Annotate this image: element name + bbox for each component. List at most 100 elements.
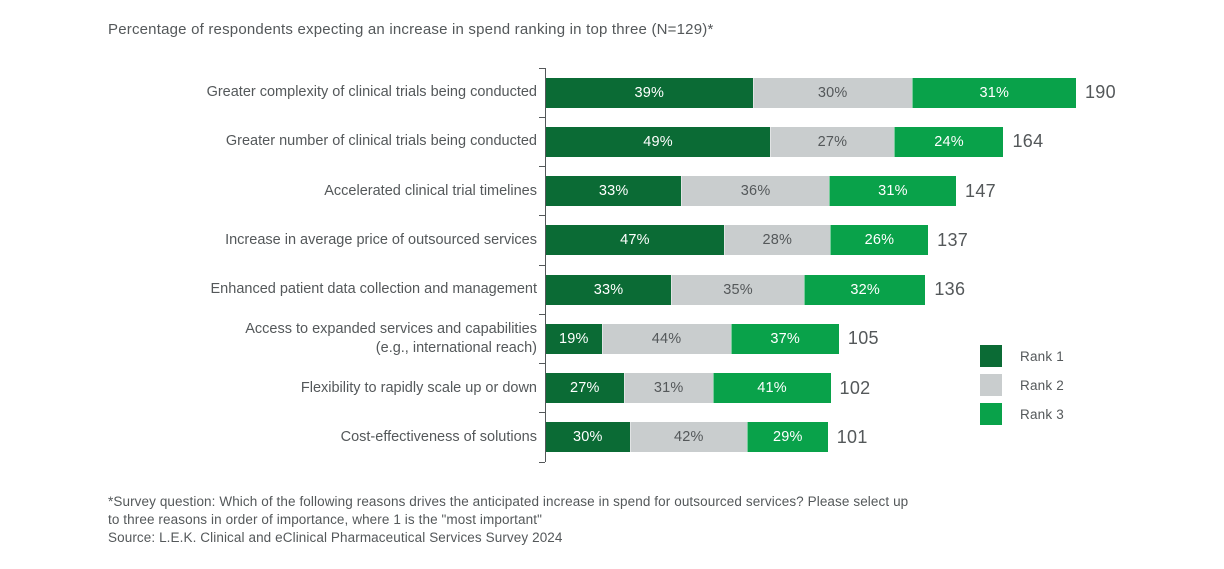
bar-segment-rank1: 47% xyxy=(546,225,724,256)
bar-segment-rank3: 32% xyxy=(803,274,926,305)
segment-value-label: 27% xyxy=(817,133,848,150)
category-label: Accelerated clinical trial timelines xyxy=(108,182,545,201)
category-label-line: Access to expanded services and capabili… xyxy=(245,320,537,337)
bar-segment-rank1: 30% xyxy=(546,422,630,453)
category-label-line: Increase in average price of outsourced … xyxy=(225,231,537,248)
segment-value-label: 26% xyxy=(864,232,895,249)
legend-swatch-rank3 xyxy=(980,403,1002,425)
chart-row: Enhanced patient data collection and man… xyxy=(108,264,1188,314)
total-label: 136 xyxy=(934,279,966,300)
bar-area: 33% 35% 32% 136 xyxy=(539,264,1188,314)
category-label: Flexibility to rapidly scale up or down xyxy=(108,379,545,398)
segment-value-label: 28% xyxy=(762,232,793,249)
bar-segment-rank2: 30% xyxy=(752,77,912,108)
segment-value-label: 19% xyxy=(559,330,589,347)
segment-value-label: 31% xyxy=(979,84,1010,101)
stacked-bar: 19% 44% 37% xyxy=(546,323,839,354)
chart-row: Greater number of clinical trials being … xyxy=(108,116,1188,166)
chart-row: Access to expanded services and capabili… xyxy=(108,313,1188,363)
segment-value-label: 32% xyxy=(850,281,880,298)
bar-segment-rank2: 28% xyxy=(723,225,830,256)
stacked-bar: 39% 30% 31% xyxy=(546,77,1076,108)
stacked-bar: 47% 28% 26% xyxy=(546,225,929,256)
bar-area: 49% 27% 24% 164 xyxy=(539,116,1188,166)
bar-segment-rank3: 24% xyxy=(893,126,1004,157)
category-label-line: Greater number of clinical trials being … xyxy=(225,133,537,150)
bar-segment-rank2: 35% xyxy=(671,274,804,305)
legend-item-rank1: Rank 1 xyxy=(980,345,1064,367)
chart-row: Accelerated clinical trial timelines 33%… xyxy=(108,165,1188,216)
total-label: 147 xyxy=(965,180,996,201)
total-label: 102 xyxy=(839,377,871,398)
bar-area: 39% 30% 31% 190 xyxy=(539,67,1188,117)
total-label: 164 xyxy=(1012,131,1044,152)
segment-value-label: 39% xyxy=(634,84,665,101)
bar-segment-rank3: 29% xyxy=(746,422,828,453)
bar-segment-rank3: 31% xyxy=(828,176,957,207)
bar-segment-rank1: 27% xyxy=(546,373,624,404)
chart-row: Increase in average price of outsourced … xyxy=(108,215,1188,265)
bar-segment-rank1: 19% xyxy=(546,323,602,354)
chart-title: Percentage of respondents expecting an i… xyxy=(108,21,714,38)
segment-value-label: 35% xyxy=(723,281,753,298)
category-label-line: Enhanced patient data collection and man… xyxy=(210,281,537,298)
category-label-line: (e.g., international reach) xyxy=(375,339,537,356)
legend-swatch-rank2 xyxy=(980,374,1002,396)
category-label: Cost-effectiveness of solutions xyxy=(108,428,545,447)
category-label-line: Cost-effectiveness of solutions xyxy=(340,428,537,445)
bar-segment-rank3: 41% xyxy=(712,373,831,404)
total-label: 101 xyxy=(836,426,868,447)
segment-value-label: 31% xyxy=(878,183,908,200)
segment-value-label: 36% xyxy=(740,183,771,200)
footnote-line-3: Source: L.E.K. Clinical and eClinical Ph… xyxy=(108,530,563,545)
stacked-bar: 27% 31% 41% xyxy=(546,373,831,404)
bar-area: 33% 36% 31% 147 xyxy=(539,165,1188,216)
category-label-line: Flexibility to rapidly scale up or down xyxy=(300,379,537,396)
segment-value-label: 30% xyxy=(817,84,848,101)
plot-area: Greater complexity of clinical trials be… xyxy=(108,67,1188,463)
bar-area: 30% 42% 29% 101 xyxy=(539,412,1188,462)
category-label: Enhanced patient data collection and man… xyxy=(108,280,545,299)
category-label: Greater number of clinical trials being … xyxy=(108,132,545,151)
category-label-line: Greater complexity of clinical trials be… xyxy=(206,84,537,101)
legend-label: Rank 1 xyxy=(1020,348,1064,364)
total-label: 137 xyxy=(937,229,969,250)
segment-value-label: 37% xyxy=(770,330,800,347)
bar-area: 19% 44% 37% 105 xyxy=(539,313,1188,363)
stacked-bar: 33% 35% 32% xyxy=(546,274,926,305)
chart-row: Flexibility to rapidly scale up or down … xyxy=(108,362,1188,413)
category-label: Greater complexity of clinical trials be… xyxy=(108,83,545,102)
segment-value-label: 33% xyxy=(598,183,629,200)
category-label-line: Accelerated clinical trial timelines xyxy=(324,182,537,199)
bar-area: 47% 28% 26% 137 xyxy=(539,215,1188,265)
bar-segment-rank2: 27% xyxy=(770,126,894,157)
total-label: 105 xyxy=(847,328,879,349)
legend-label: Rank 3 xyxy=(1020,406,1064,422)
stacked-bar: 33% 36% 31% xyxy=(546,176,957,207)
bar-segment-rank2: 36% xyxy=(681,176,829,207)
footnote-line-2: to three reasons in order of importance,… xyxy=(108,512,542,527)
legend-item-rank2: Rank 2 xyxy=(980,374,1064,396)
stacked-bar: 30% 42% 29% xyxy=(546,422,828,453)
legend-swatch-rank1 xyxy=(980,345,1002,367)
y-axis-line xyxy=(545,68,546,462)
legend-label: Rank 2 xyxy=(1020,377,1064,393)
bar-segment-rank1: 33% xyxy=(546,274,672,305)
segment-value-label: 30% xyxy=(573,429,603,446)
bar-segment-rank3: 26% xyxy=(829,225,929,256)
chart-row: Greater complexity of clinical trials be… xyxy=(108,67,1188,117)
bar-segment-rank1: 33% xyxy=(546,176,682,207)
segment-value-label: 27% xyxy=(569,380,600,397)
segment-value-label: 24% xyxy=(934,133,964,150)
bar-segment-rank3: 31% xyxy=(911,77,1076,108)
bar-segment-rank2: 42% xyxy=(629,422,747,453)
bar-segment-rank1: 49% xyxy=(546,126,771,157)
bar-area: 27% 31% 41% 102 xyxy=(539,362,1188,413)
bar-segment-rank2: 44% xyxy=(601,323,731,354)
total-label: 190 xyxy=(1085,82,1116,103)
segment-value-label: 41% xyxy=(757,380,787,397)
footnote: *Survey question: Which of the following… xyxy=(108,493,908,547)
chart-row: Cost-effectiveness of solutions 30% 42% 29… xyxy=(108,412,1188,462)
footnote-line-1: *Survey question: Which of the following… xyxy=(108,494,909,509)
